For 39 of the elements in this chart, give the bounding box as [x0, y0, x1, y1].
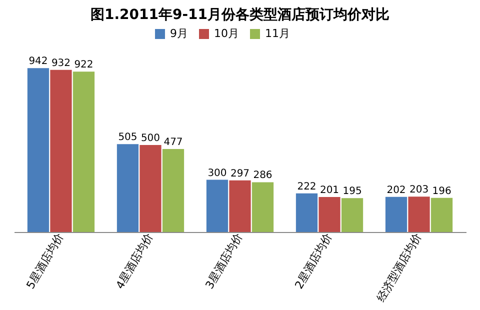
x-tick-label: 2星酒店均价	[292, 231, 335, 292]
data-label: 202	[386, 184, 406, 196]
x-tick-label: 经济型酒店均价	[374, 231, 424, 304]
data-label: 195	[342, 186, 362, 198]
bar	[318, 197, 340, 232]
legend-label: 9月	[170, 27, 188, 40]
legend-label: 11月	[265, 27, 290, 40]
x-tick-label: 5星酒店均价	[24, 231, 66, 292]
data-label: 297	[230, 168, 250, 180]
bar	[229, 180, 251, 232]
data-label: 201	[320, 185, 340, 196]
x-tick-label: 4星酒店均价	[113, 231, 156, 292]
data-label: 505	[118, 132, 138, 144]
bar	[341, 198, 364, 232]
bar	[430, 198, 453, 232]
chart-title: 图1.2011年9-11月份各类型酒店预订均价对比	[90, 6, 390, 24]
data-label: 196	[432, 186, 452, 197]
bar	[408, 196, 430, 232]
data-label: 203	[409, 184, 429, 196]
bar	[116, 144, 139, 232]
data-label: 286	[253, 170, 272, 182]
x-tick-label: 3星酒店均价	[202, 231, 246, 292]
data-label: 300	[208, 168, 227, 179]
bar	[296, 193, 318, 232]
data-label: 922	[74, 60, 94, 71]
bar	[72, 72, 95, 232]
data-label: 942	[28, 56, 48, 68]
legend-label: 10月	[214, 27, 239, 40]
data-label: 932	[51, 58, 71, 69]
bar	[206, 180, 228, 232]
data-label: 500	[140, 133, 160, 144]
bar	[140, 145, 162, 232]
bar	[252, 182, 274, 232]
bar	[385, 196, 408, 232]
data-label: 477	[164, 137, 183, 148]
data-label: 222	[297, 181, 316, 192]
bar	[50, 70, 72, 232]
bar	[162, 149, 184, 232]
bar	[27, 68, 50, 232]
